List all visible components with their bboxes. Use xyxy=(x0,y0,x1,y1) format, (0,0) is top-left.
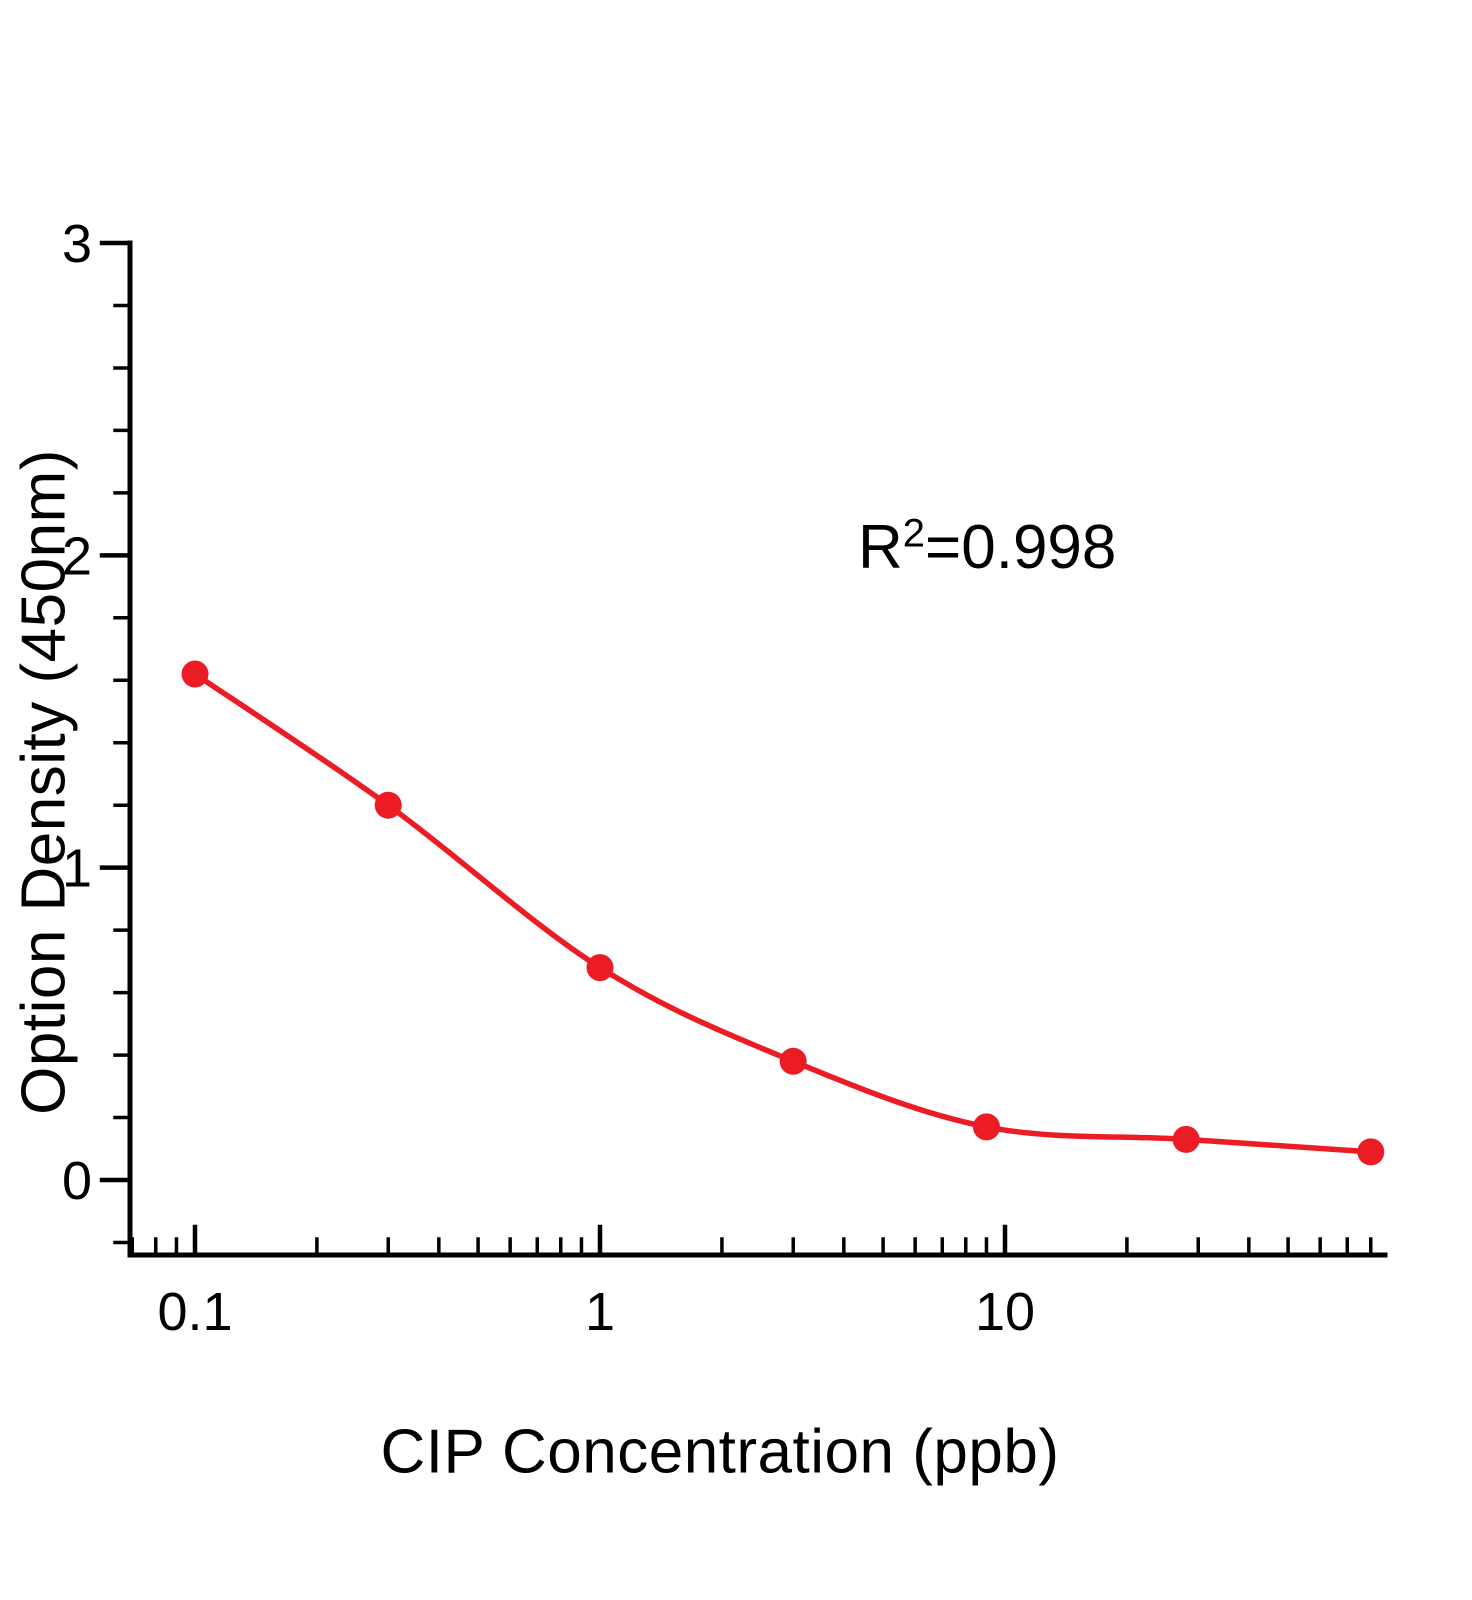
x-axis-title: CIP Concentration (ppb) xyxy=(380,1417,1060,1487)
r-squared-base: R xyxy=(858,513,903,582)
r-squared-exponent: 2 xyxy=(902,511,926,556)
data-point xyxy=(779,1047,807,1075)
data-point xyxy=(1172,1125,1200,1153)
data-point xyxy=(181,660,209,688)
y-tick-label: 3 xyxy=(62,214,92,274)
data-point xyxy=(973,1113,1000,1141)
y-axis-title: Option Density (450nm) xyxy=(9,449,79,1115)
y-tick-label: 0 xyxy=(62,1151,92,1211)
data-point xyxy=(1357,1138,1385,1166)
fit-curve xyxy=(192,671,1374,1155)
x-tick-label: 1 xyxy=(585,1282,615,1342)
data-point xyxy=(586,954,614,982)
x-tick-label: 0.1 xyxy=(157,1282,232,1342)
x-tick-label: 10 xyxy=(975,1282,1035,1342)
r-squared-annotation: R2=0.998 xyxy=(858,512,1116,583)
y-tick-label: 2 xyxy=(62,526,92,586)
r-squared-value: =0.998 xyxy=(925,513,1117,582)
y-tick-label: 1 xyxy=(62,839,92,899)
data-point xyxy=(374,791,402,819)
